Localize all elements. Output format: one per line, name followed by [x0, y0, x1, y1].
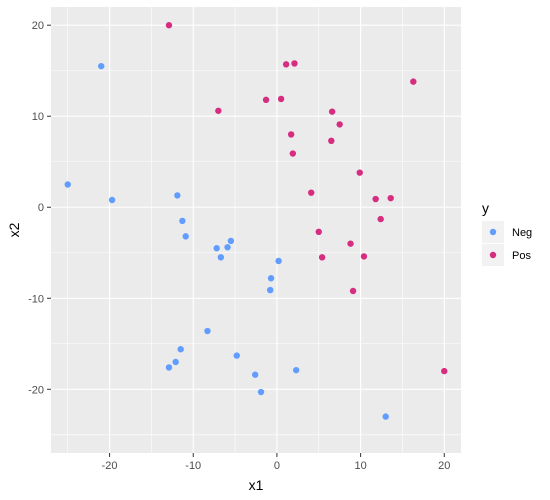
data-point-pos: [356, 169, 363, 176]
x-tick-label: 20: [438, 460, 450, 472]
data-point-neg: [172, 358, 179, 366]
data-point-neg: [182, 233, 189, 240]
data-point-neg: [251, 371, 259, 378]
legend-label-pos: Pos: [512, 250, 531, 262]
y-tick-label: -20: [28, 384, 44, 396]
minor-grid: [51, 7, 461, 453]
data-point-pos: [410, 78, 417, 85]
data-point-pos: [315, 228, 322, 236]
data-point-pos: [328, 108, 336, 115]
data-point-neg: [382, 413, 389, 420]
x-tick-label: 10: [354, 460, 366, 472]
data-point-pos: [289, 150, 297, 157]
legend: y Neg Pos: [482, 200, 532, 266]
data-point-pos: [328, 137, 335, 144]
legend-label-neg: Neg: [512, 227, 532, 239]
major-grid: [51, 7, 461, 453]
data-point-pos: [282, 61, 290, 68]
data-point-pos: [277, 95, 285, 103]
data-point-pos: [347, 240, 354, 247]
data-point-neg: [217, 254, 225, 261]
data-point-neg: [174, 192, 181, 199]
data-point-neg: [213, 245, 220, 252]
data-point-neg: [233, 352, 240, 359]
data-point-pos: [377, 215, 384, 223]
x-tick-label: -20: [102, 460, 118, 472]
data-point-pos: [262, 96, 270, 104]
y-axis: -20 -10 0 10 20: [28, 20, 51, 396]
data-point-pos: [291, 60, 298, 67]
data-points: [64, 22, 448, 420]
data-point-pos: [287, 131, 295, 138]
data-point-neg: [267, 275, 275, 282]
data-point-neg: [108, 196, 116, 204]
data-point-pos: [360, 253, 368, 260]
data-point-neg: [179, 217, 186, 225]
data-point-neg: [98, 62, 105, 70]
legend-items: Neg Pos: [482, 221, 532, 266]
data-point-neg: [224, 244, 231, 251]
data-point-neg: [275, 257, 282, 265]
data-point-pos: [308, 189, 315, 196]
data-point-neg: [292, 366, 300, 374]
legend-marker-neg: [489, 228, 497, 236]
data-point-neg: [204, 327, 211, 335]
data-point-neg: [177, 346, 184, 353]
data-point-pos: [372, 195, 379, 203]
data-point-neg: [267, 286, 274, 294]
legend-title: y: [482, 200, 489, 216]
data-point-pos: [215, 107, 222, 114]
y-tick-label: -10: [28, 293, 44, 305]
data-point-pos: [441, 367, 448, 375]
data-point-pos: [165, 22, 173, 29]
x-tick-label: 0: [274, 460, 280, 472]
data-point-neg: [64, 181, 71, 188]
data-point-neg: [257, 388, 265, 396]
y-tick-label: 10: [32, 111, 44, 123]
data-point-pos: [336, 121, 343, 128]
x-axis: -20 -10 0 10 20: [102, 453, 450, 472]
plot-panel: [51, 7, 461, 453]
x-tick-label: -10: [185, 460, 201, 472]
legend-marker-pos: [489, 251, 497, 259]
data-point-pos: [318, 254, 326, 261]
data-point-neg: [165, 364, 173, 371]
data-point-pos: [387, 194, 394, 202]
x-axis-title: x1: [249, 477, 264, 493]
y-tick-label: 0: [38, 202, 44, 214]
y-tick-label: 20: [32, 20, 44, 32]
data-point-neg: [227, 237, 235, 245]
data-point-pos: [349, 287, 357, 295]
y-axis-title: x2: [6, 222, 22, 237]
